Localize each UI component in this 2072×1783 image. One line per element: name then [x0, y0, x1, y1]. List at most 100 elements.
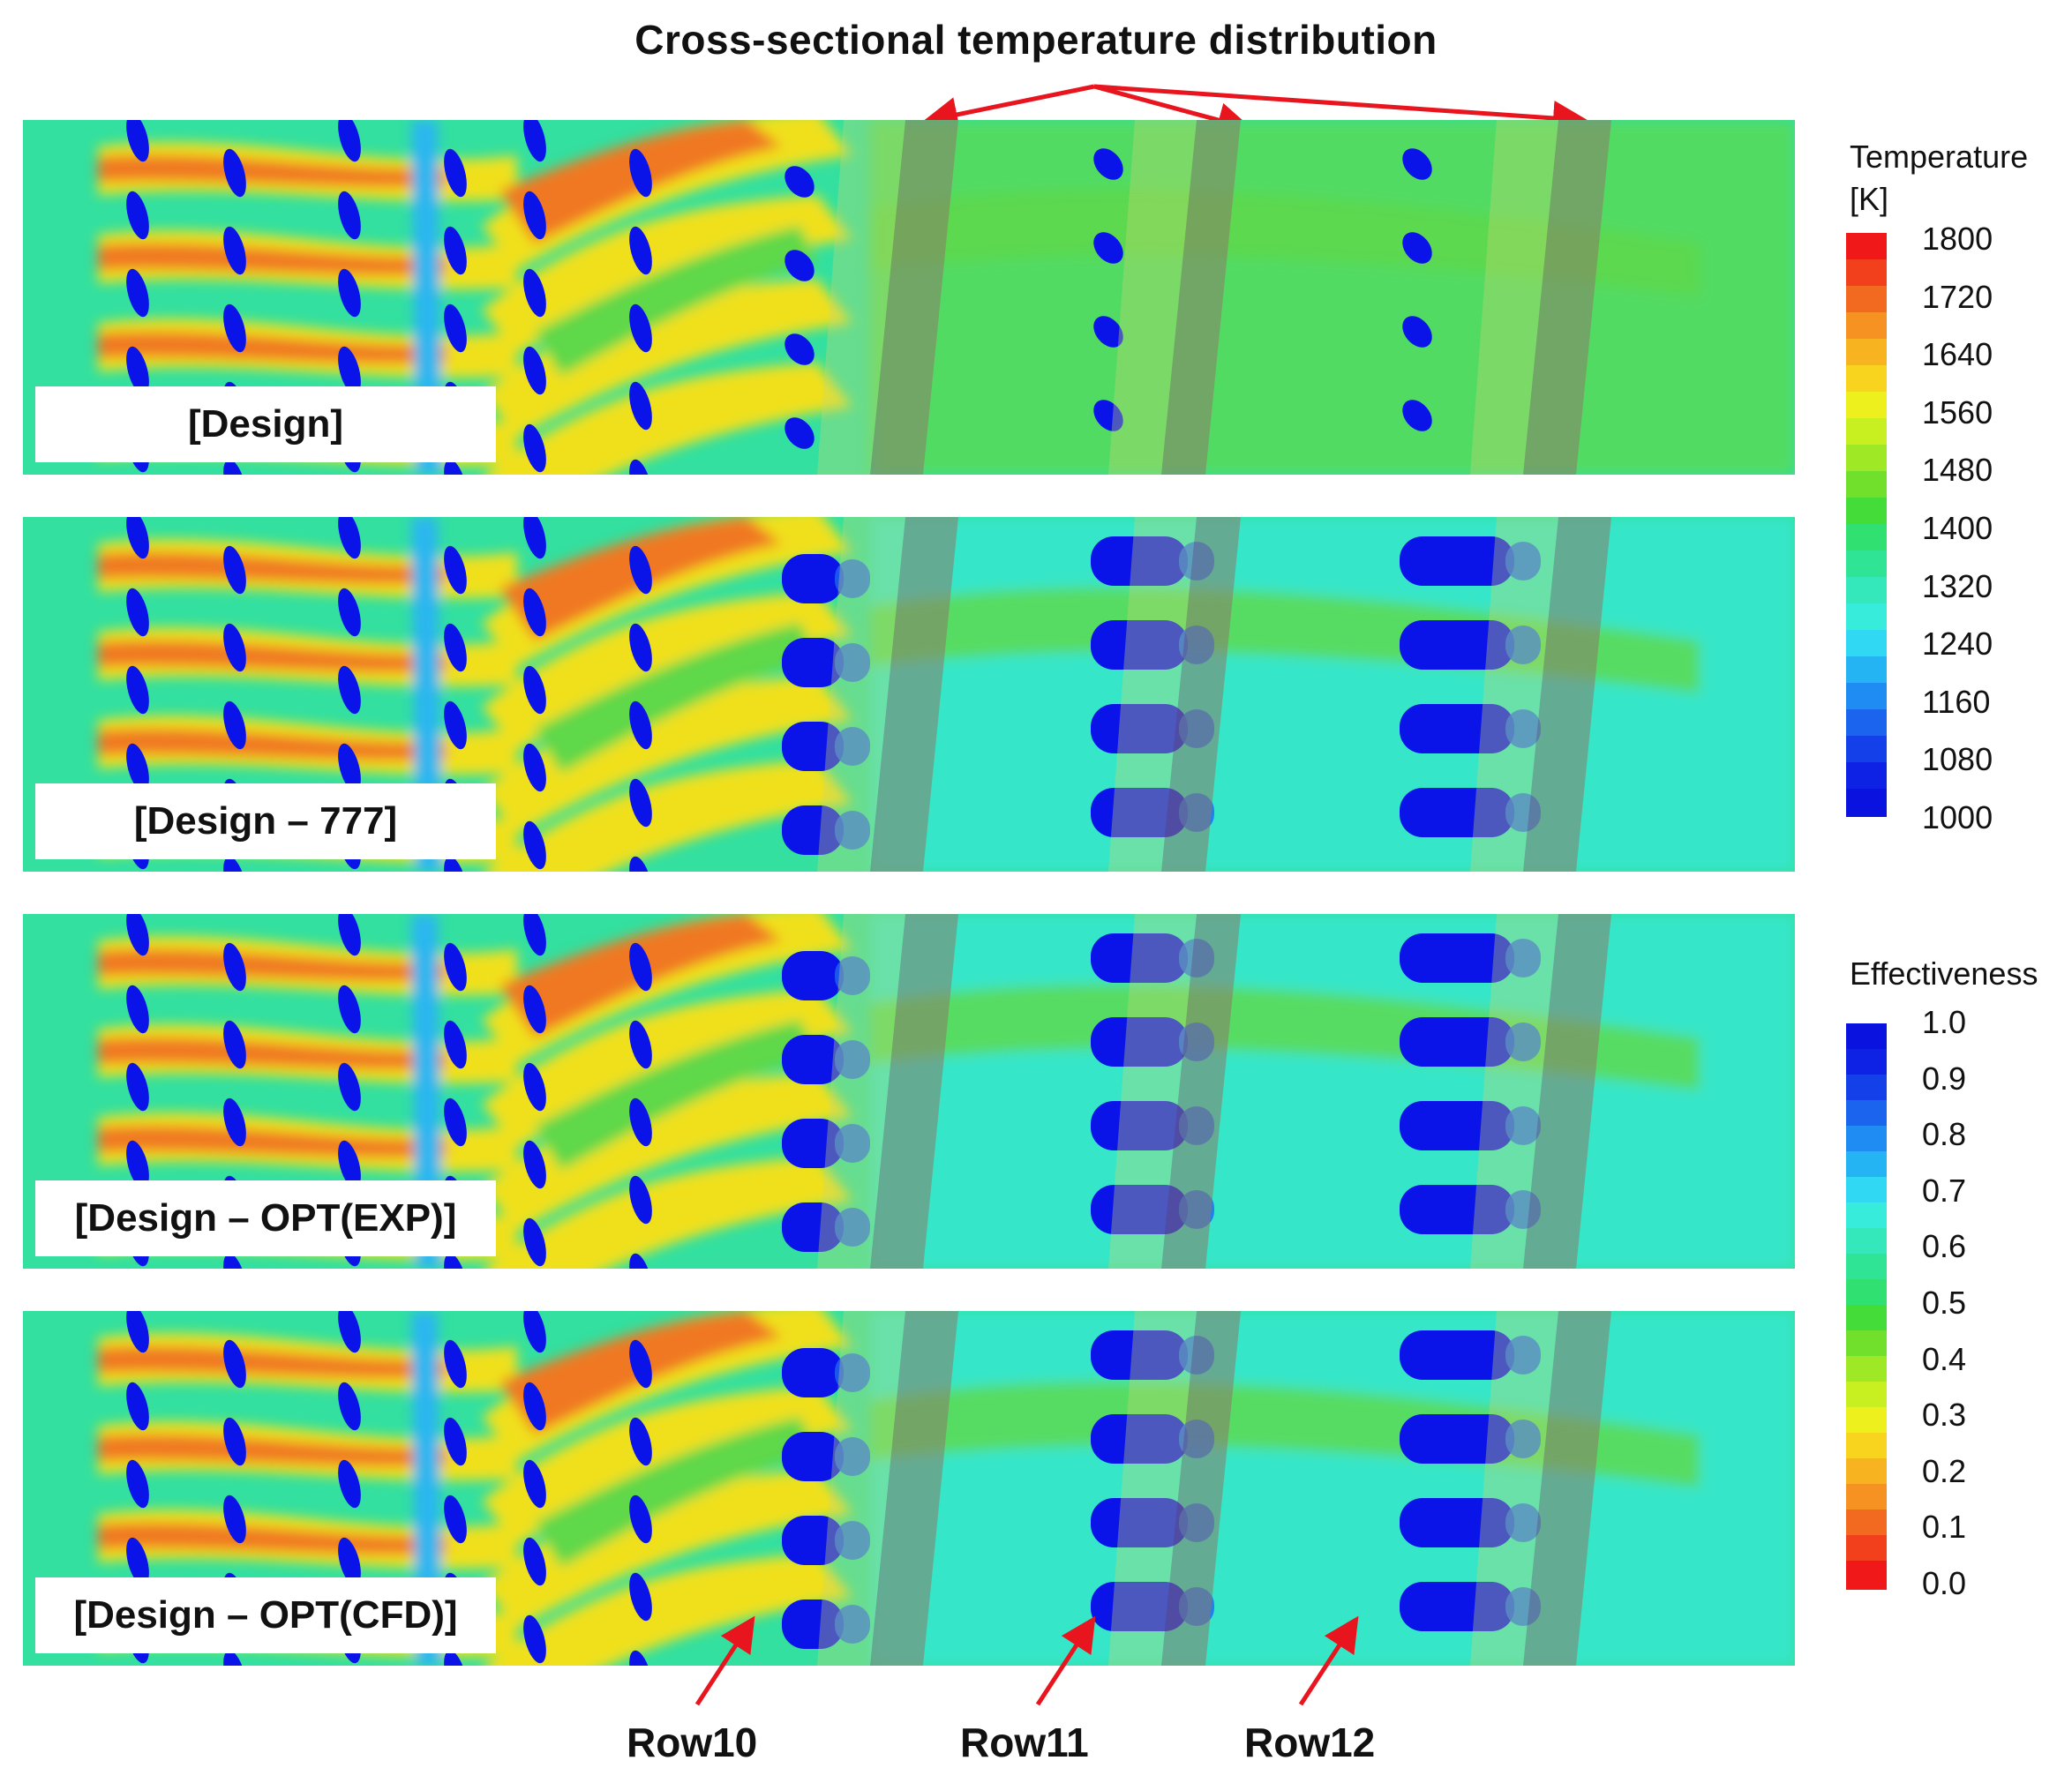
cross-section-edge — [1470, 517, 1558, 872]
row10-arrow — [694, 1615, 755, 1706]
cooling-hole — [338, 665, 361, 715]
effectiveness-colorbar — [1846, 1023, 1887, 1590]
hot-streak — [482, 517, 852, 667]
cooling-hole — [223, 459, 246, 475]
coolant-jet — [1400, 536, 1514, 586]
cooling-hole — [523, 743, 546, 792]
coolant-jet — [1400, 1101, 1514, 1150]
hot-streak — [482, 1311, 852, 1461]
cooling-hole — [223, 1020, 246, 1069]
temperature-tick: 1720 — [1922, 278, 1993, 315]
coolant-jet — [1091, 1582, 1188, 1631]
cooling-hole — [629, 856, 652, 872]
cooling-hole — [223, 623, 246, 672]
cooling-hole — [126, 914, 149, 956]
cooling-hole — [338, 588, 361, 637]
hot-core — [98, 243, 447, 276]
cooling-hole — [523, 1614, 546, 1664]
effectiveness-tick: 0.0 — [1922, 1565, 1967, 1601]
hot-core — [98, 154, 447, 188]
downstream-field — [870, 517, 1795, 872]
coolant-jet-tail — [835, 1124, 870, 1163]
cooling-hole — [629, 778, 652, 828]
coolant-jet — [782, 722, 844, 771]
coolant-jet — [1400, 620, 1514, 670]
panel-design: [Design] — [23, 120, 1795, 475]
cooling-hole — [523, 1382, 546, 1431]
coolant-jet — [1091, 1414, 1188, 1464]
cooling-hole — [523, 517, 546, 559]
cooling-hole — [126, 743, 149, 792]
effectiveness-tick: 0.8 — [1922, 1116, 1967, 1153]
coolant-jet — [1093, 232, 1123, 264]
cooling-hole — [223, 226, 246, 275]
cooling-spine — [411, 120, 442, 475]
row10-label: Row10 — [627, 1719, 758, 1765]
cooling-hole — [444, 1253, 467, 1269]
warm-band — [870, 190, 1700, 296]
cooling-spine — [411, 517, 442, 872]
hot-streak — [482, 1073, 852, 1232]
temperature-tick: 1240 — [1922, 626, 1993, 663]
cooling-hole — [126, 665, 149, 715]
coolant-jet — [1400, 1498, 1514, 1547]
cooling-hole — [444, 226, 467, 275]
coolant-jet-tail — [835, 1208, 870, 1247]
cooling-hole — [629, 1650, 652, 1666]
coolant-jet-tail — [1505, 1336, 1541, 1375]
cross-section-band — [1523, 914, 1611, 1269]
panel-design-777: [Design – 777] — [23, 517, 1795, 872]
cooling-hole — [126, 1140, 149, 1189]
cooling-hole — [444, 700, 467, 750]
cross-section-band — [870, 914, 958, 1269]
temperature-tick: 1800 — [1922, 221, 1993, 257]
cooling-hole — [444, 942, 467, 992]
cooling-hole — [444, 148, 467, 198]
cooling-hole — [629, 381, 652, 431]
cooling-hole — [444, 1098, 467, 1147]
cooling-spine — [411, 1311, 442, 1666]
coolant-jet — [782, 1432, 844, 1481]
cooling-hole — [126, 588, 149, 637]
hot-core — [98, 1434, 447, 1467]
cross-section-band — [870, 1311, 958, 1666]
cooling-hole — [629, 1495, 652, 1544]
temperature-contour-map — [23, 120, 1795, 475]
cooling-hole — [444, 545, 467, 595]
coolant-jet — [1093, 316, 1123, 348]
coolant-jet — [1402, 400, 1432, 431]
cooling-hole — [126, 517, 149, 559]
hot-streak — [485, 363, 852, 475]
hot-core — [98, 1345, 447, 1379]
cross-section-band — [1523, 517, 1611, 872]
coolant-jet-tail — [835, 1437, 870, 1476]
coolant-jet-tail — [835, 1040, 870, 1079]
coolant-jet — [1400, 1185, 1514, 1234]
cooling-hole — [523, 268, 546, 318]
coolant-jet — [782, 1035, 844, 1084]
row12-label: Row12 — [1244, 1719, 1376, 1765]
cross-section-band — [1161, 517, 1241, 872]
cooling-hole — [338, 914, 361, 956]
cooling-hole — [126, 985, 149, 1034]
hot-core — [98, 331, 447, 364]
coolant-jet — [1093, 400, 1123, 431]
warm-region — [535, 1417, 817, 1567]
cooling-hole — [223, 1650, 246, 1666]
row11-label: Row11 — [960, 1719, 1089, 1765]
warm-region — [535, 1020, 817, 1170]
cooling-hole — [338, 268, 361, 318]
arrow-to-band-3 — [1093, 84, 1588, 136]
row11-arrow — [1035, 1615, 1096, 1706]
effectiveness-tick: 0.3 — [1922, 1397, 1967, 1434]
warm-region — [535, 623, 817, 773]
cooling-hole — [338, 985, 361, 1034]
cooling-hole — [444, 856, 467, 872]
coolant-jet — [785, 333, 815, 365]
temperature-tick: 1320 — [1922, 567, 1993, 604]
coolant-jet — [1091, 620, 1188, 670]
cooling-hole — [629, 545, 652, 595]
cooling-hole — [523, 1311, 546, 1353]
coolant-jet-tail — [1505, 1023, 1541, 1061]
cooling-hole — [629, 700, 652, 750]
